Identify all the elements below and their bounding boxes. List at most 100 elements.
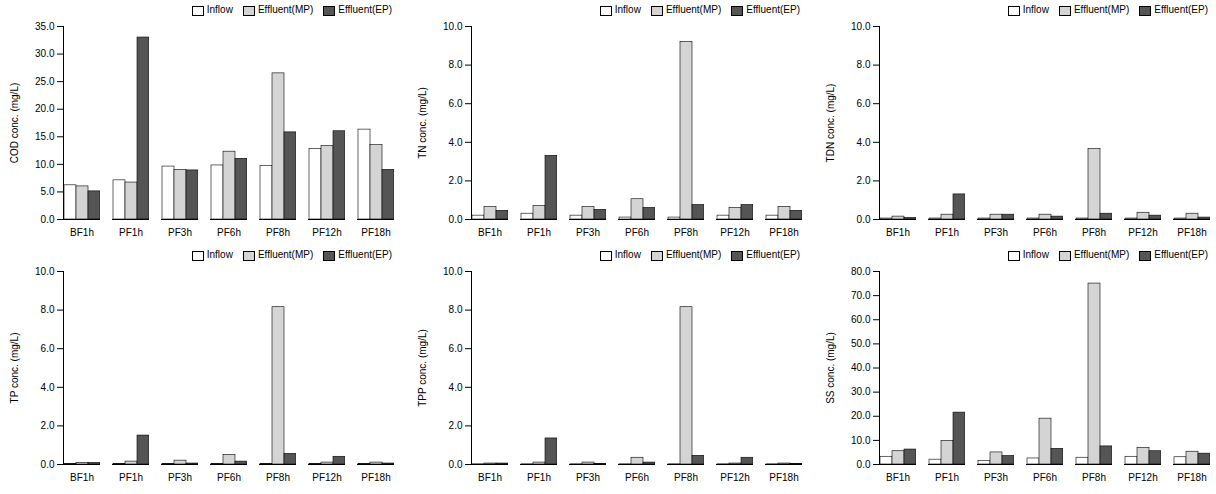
html-text:Effluent(MP): Effluent(MP) bbox=[257, 4, 314, 16]
svg-text:PF6h: PF6h bbox=[1033, 227, 1057, 238]
svg-text:BF1h: BF1h bbox=[886, 227, 910, 238]
svg-text:20.0: 20.0 bbox=[851, 410, 871, 421]
svg-text:PF8h: PF8h bbox=[266, 472, 290, 483]
svg-text:PF12h: PF12h bbox=[312, 472, 341, 483]
svg-text:70.0: 70.0 bbox=[851, 290, 871, 301]
svg-text:TN conc. (mg/L): TN conc. (mg/L) bbox=[417, 87, 428, 159]
svg-text:10.0: 10.0 bbox=[851, 21, 871, 32]
svg-text:2.0: 2.0 bbox=[857, 175, 871, 186]
svg-text:4.0: 4.0 bbox=[41, 382, 55, 393]
svg-text:PF3h: PF3h bbox=[576, 227, 600, 238]
svg-text:6.0: 6.0 bbox=[41, 343, 55, 354]
svg-text:PF12h: PF12h bbox=[312, 227, 341, 238]
svg-text:PF1h: PF1h bbox=[119, 227, 143, 238]
html-text:Inflow: Inflow bbox=[206, 4, 233, 16]
svg-text:0.0: 0.0 bbox=[41, 459, 55, 470]
svg-text:6.0: 6.0 bbox=[449, 343, 463, 354]
svg-text:BF1h: BF1h bbox=[478, 227, 502, 238]
svg-text:PF18h: PF18h bbox=[769, 227, 798, 238]
svg-text:PF8h: PF8h bbox=[674, 472, 698, 483]
svg-text:10.0: 10.0 bbox=[35, 159, 55, 170]
svg-text:SS conc. (mg/L): SS conc. (mg/L) bbox=[825, 332, 836, 404]
svg-text:PF18h: PF18h bbox=[769, 472, 798, 483]
svg-text:PF12h: PF12h bbox=[720, 472, 749, 483]
html-text:Effluent(MP): Effluent(MP) bbox=[257, 249, 314, 261]
svg-text:6.0: 6.0 bbox=[857, 98, 871, 109]
svg-text:0.0: 0.0 bbox=[41, 214, 55, 225]
svg-text:10.0: 10.0 bbox=[443, 266, 463, 277]
svg-text:PF12h: PF12h bbox=[1128, 472, 1157, 483]
html-text:Effluent(EP): Effluent(EP) bbox=[1154, 4, 1208, 16]
svg-text:8.0: 8.0 bbox=[449, 59, 463, 70]
svg-text:PF1h: PF1h bbox=[935, 472, 959, 483]
svg-text:COD conc. (mg/L): COD conc. (mg/L) bbox=[9, 83, 20, 164]
svg-text:0.0: 0.0 bbox=[449, 214, 463, 225]
svg-text:4.0: 4.0 bbox=[857, 137, 871, 148]
svg-text:4.0: 4.0 bbox=[449, 137, 463, 148]
svg-text:0.0: 0.0 bbox=[857, 214, 871, 225]
svg-text:PF1h: PF1h bbox=[527, 472, 551, 483]
svg-text:PF18h: PF18h bbox=[1177, 472, 1206, 483]
svg-text:30.0: 30.0 bbox=[851, 386, 871, 397]
svg-text:PF6h: PF6h bbox=[1033, 472, 1057, 483]
svg-text:PF3h: PF3h bbox=[984, 472, 1008, 483]
svg-text:0.0: 0.0 bbox=[857, 459, 871, 470]
svg-text:10.0: 10.0 bbox=[851, 435, 871, 446]
html-text:Effluent(MP): Effluent(MP) bbox=[665, 4, 722, 16]
svg-text:PF1h: PF1h bbox=[527, 227, 551, 238]
svg-text:PF8h: PF8h bbox=[1082, 227, 1106, 238]
svg-text:35.0: 35.0 bbox=[35, 21, 55, 32]
svg-text:10.0: 10.0 bbox=[443, 21, 463, 32]
svg-text:PF3h: PF3h bbox=[576, 472, 600, 483]
svg-text:PF1h: PF1h bbox=[119, 472, 143, 483]
html-text:Effluent(EP): Effluent(EP) bbox=[746, 4, 800, 16]
svg-text:4.0: 4.0 bbox=[449, 382, 463, 393]
svg-text:50.0: 50.0 bbox=[851, 338, 871, 349]
svg-text:TPP conc. (mg/L): TPP conc. (mg/L) bbox=[417, 329, 428, 407]
svg-text:PF6h: PF6h bbox=[625, 227, 649, 238]
svg-text:15.0: 15.0 bbox=[35, 131, 55, 142]
svg-text:8.0: 8.0 bbox=[41, 304, 55, 315]
html-text:Effluent(MP): Effluent(MP) bbox=[1073, 4, 1130, 16]
svg-text:PF6h: PF6h bbox=[217, 472, 241, 483]
svg-text:5.0: 5.0 bbox=[41, 186, 55, 197]
svg-text:20.0: 20.0 bbox=[35, 103, 55, 114]
html-text:Inflow: Inflow bbox=[1022, 4, 1049, 16]
svg-text:PF18h: PF18h bbox=[361, 472, 390, 483]
svg-text:PF12h: PF12h bbox=[720, 227, 749, 238]
svg-text:PF3h: PF3h bbox=[984, 227, 1008, 238]
svg-text:PF8h: PF8h bbox=[1082, 472, 1106, 483]
svg-text:PF8h: PF8h bbox=[266, 227, 290, 238]
svg-text:30.0: 30.0 bbox=[35, 48, 55, 59]
svg-text:2.0: 2.0 bbox=[449, 175, 463, 186]
html-text:Inflow: Inflow bbox=[206, 249, 233, 261]
svg-text:2.0: 2.0 bbox=[449, 420, 463, 431]
svg-text:TP conc. (mg/L): TP conc. (mg/L) bbox=[9, 333, 20, 404]
svg-text:PF3h: PF3h bbox=[168, 227, 192, 238]
svg-text:PF1h: PF1h bbox=[935, 227, 959, 238]
svg-text:8.0: 8.0 bbox=[857, 59, 871, 70]
svg-text:PF12h: PF12h bbox=[1128, 227, 1157, 238]
svg-text:2.0: 2.0 bbox=[41, 420, 55, 431]
svg-text:10.0: 10.0 bbox=[35, 266, 55, 277]
svg-text:PF6h: PF6h bbox=[625, 472, 649, 483]
svg-text:PF8h: PF8h bbox=[674, 227, 698, 238]
svg-text:6.0: 6.0 bbox=[449, 98, 463, 109]
svg-text:BF1h: BF1h bbox=[886, 472, 910, 483]
svg-text:PF18h: PF18h bbox=[361, 227, 390, 238]
svg-text:PF18h: PF18h bbox=[1177, 227, 1206, 238]
svg-text:BF1h: BF1h bbox=[70, 472, 94, 483]
svg-text:BF1h: BF1h bbox=[70, 227, 94, 238]
svg-text:0.0: 0.0 bbox=[449, 459, 463, 470]
svg-text:25.0: 25.0 bbox=[35, 76, 55, 87]
svg-text:PF6h: PF6h bbox=[217, 227, 241, 238]
svg-text:60.0: 60.0 bbox=[851, 314, 871, 325]
svg-text:BF1h: BF1h bbox=[478, 472, 502, 483]
svg-text:PF3h: PF3h bbox=[168, 472, 192, 483]
svg-text:40.0: 40.0 bbox=[851, 362, 871, 373]
html-text:Effluent(EP): Effluent(EP) bbox=[338, 4, 392, 16]
svg-text:80.0: 80.0 bbox=[851, 266, 871, 277]
svg-text:TDN conc. (mg/L): TDN conc. (mg/L) bbox=[825, 84, 836, 163]
html-text:Inflow: Inflow bbox=[614, 4, 641, 16]
svg-text:8.0: 8.0 bbox=[449, 304, 463, 315]
